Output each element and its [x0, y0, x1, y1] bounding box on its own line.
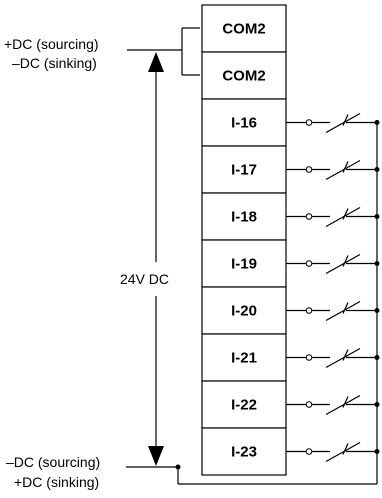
- top-supply-label-sourcing: +DC (sourcing): [4, 36, 99, 52]
- terminal-label: I-16: [231, 115, 257, 132]
- terminal-label: COM2: [222, 21, 265, 38]
- input-terminal-i-16: I-16: [201, 98, 380, 147]
- bottom-supply-label-sinking: +DC (sinking): [14, 474, 99, 490]
- com-terminal: COM2: [201, 51, 287, 100]
- bottom-supply-wire: [126, 464, 377, 485]
- input-switch: [286, 206, 380, 228]
- input-terminal-i-23: I-23: [201, 427, 380, 476]
- input-switch: [286, 394, 380, 416]
- input-switch: [286, 347, 380, 369]
- com-terminal: COM2: [201, 4, 287, 53]
- input-switch: [286, 253, 380, 275]
- input-terminal-i-22: I-22: [201, 380, 380, 429]
- terminal-label: I-22: [231, 397, 257, 414]
- terminal-label: I-18: [231, 209, 257, 226]
- terminal-label: I-21: [231, 350, 257, 367]
- input-terminal-i-17: I-17: [201, 145, 380, 194]
- terminal-label: I-23: [231, 444, 257, 461]
- input-switch: [286, 112, 380, 134]
- input-switch: [286, 441, 380, 463]
- top-supply-label-sinking: –DC (sinking): [12, 55, 97, 71]
- input-switch: [286, 300, 380, 322]
- voltage-arrow: [148, 52, 164, 466]
- input-terminal-i-21: I-21: [201, 333, 380, 382]
- com-bracket-wire: [127, 27, 200, 76]
- input-terminal-i-20: I-20: [201, 286, 380, 335]
- terminal-label: I-19: [231, 256, 257, 273]
- bottom-supply-label-sourcing: –DC (sourcing): [6, 454, 100, 470]
- terminal-label: I-20: [231, 303, 257, 320]
- terminal-label: COM2: [222, 68, 265, 85]
- terminal-label: I-17: [231, 162, 257, 179]
- terminal-block: COM2 COM2 I-16 I-17 I-18 I-19 I-20 I-21 I-22 I-23: [201, 4, 380, 476]
- voltage-label: 24V DC: [120, 271, 169, 287]
- input-terminal-i-19: I-19: [201, 239, 380, 288]
- input-terminal-i-18: I-18: [201, 192, 380, 241]
- input-switch: [286, 159, 380, 181]
